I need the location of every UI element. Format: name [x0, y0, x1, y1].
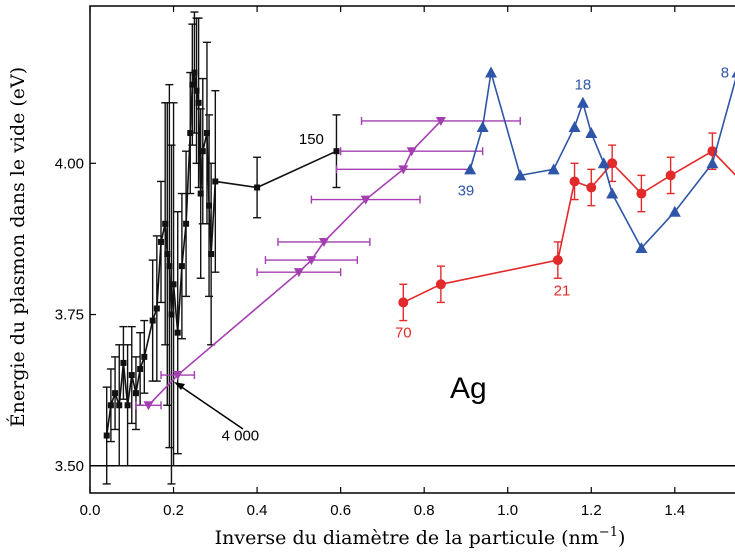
panel-label-ag: Ag	[450, 372, 487, 405]
data-point	[170, 281, 177, 288]
data-point	[143, 401, 154, 411]
data-point	[569, 176, 580, 187]
data-point	[120, 359, 127, 366]
data-point	[706, 157, 719, 169]
y-tick-label: 4.00	[55, 155, 84, 172]
data-point	[464, 163, 477, 175]
data-point	[635, 241, 648, 253]
data-point	[103, 432, 110, 439]
point-annotation: 21	[554, 282, 571, 299]
data-point	[514, 169, 527, 181]
data-point	[552, 255, 563, 266]
data-point	[485, 66, 498, 78]
data-point	[665, 170, 676, 181]
x-axis-title: Inverse du diamètre de la particule (nm−…	[215, 525, 626, 549]
blue-triangles-series	[464, 66, 735, 253]
data-point	[189, 81, 196, 88]
data-point	[398, 165, 409, 175]
x-tick-label: 0.8	[414, 502, 435, 519]
y-tick-label: 3.50	[55, 458, 84, 475]
plot-frame	[89, 5, 735, 494]
data-point	[107, 402, 114, 409]
data-point	[586, 182, 597, 193]
data-point	[112, 390, 119, 397]
data-point	[172, 371, 183, 381]
data-point	[597, 157, 610, 169]
x-tick-label: 0.0	[80, 502, 101, 519]
series-line	[105, 72, 337, 436]
data-point	[164, 251, 171, 258]
data-point	[731, 71, 735, 78]
data-point	[199, 148, 206, 155]
data-point	[206, 202, 213, 209]
series-line	[469, 72, 735, 250]
data-point	[547, 163, 560, 175]
x-tick-label: 1.2	[581, 502, 602, 519]
black-squares-series	[102, 11, 341, 485]
point-annotation: 70	[395, 325, 412, 342]
data-point	[187, 130, 194, 137]
data-point	[197, 190, 204, 197]
data-point	[293, 268, 304, 278]
data-point	[174, 329, 181, 336]
data-point	[398, 297, 409, 308]
y-axis-title: Énergie du plasmon dans le vide (eV)	[6, 67, 29, 427]
data-point	[158, 238, 165, 245]
data-point	[208, 251, 215, 258]
data-point	[585, 127, 598, 139]
data-point	[141, 353, 148, 360]
data-point	[254, 184, 261, 191]
data-point	[318, 237, 329, 247]
data-point	[137, 365, 144, 372]
point-annotation: 18	[575, 77, 592, 94]
data-point	[128, 372, 135, 379]
x-tick-label: 1.4	[664, 502, 685, 519]
data-point	[568, 120, 581, 132]
point-annotation: 4 000	[222, 428, 260, 445]
data-point	[203, 130, 210, 137]
data-point	[668, 205, 681, 217]
data-point	[406, 147, 417, 157]
series-line	[147, 120, 442, 406]
point-annotation: 150	[299, 131, 324, 148]
data-point	[435, 116, 446, 126]
point-annotation: 8	[721, 65, 729, 82]
y-tick-label: 3.75	[55, 307, 84, 324]
data-point	[306, 256, 317, 266]
data-point	[191, 69, 198, 76]
data-point	[116, 402, 123, 409]
data-point	[166, 263, 173, 270]
data-point	[153, 305, 160, 312]
x-tick-label: 0.2	[163, 502, 184, 519]
annotation-arrow	[174, 382, 244, 430]
data-point	[162, 220, 169, 227]
data-point	[149, 317, 156, 324]
data-point	[636, 188, 647, 199]
x-tick-label: 1.0	[497, 502, 518, 519]
data-point	[212, 178, 219, 185]
x-tick-label: 0.6	[330, 502, 351, 519]
data-point	[195, 99, 202, 106]
series-line	[402, 150, 735, 304]
data-point	[576, 96, 589, 108]
data-point	[333, 148, 340, 155]
x-tick-label: 0.4	[247, 502, 268, 519]
data-point	[360, 195, 371, 205]
data-point	[476, 120, 489, 132]
data-point	[178, 263, 185, 270]
data-point	[193, 87, 200, 94]
data-point	[132, 390, 139, 397]
data-point	[124, 402, 131, 409]
data-point	[607, 158, 618, 169]
purple-triangles-series	[135, 116, 521, 411]
red-circles-series	[398, 132, 735, 322]
point-annotation: 39	[458, 183, 475, 200]
data-point	[435, 279, 446, 290]
data-point	[168, 311, 175, 318]
data-point	[183, 220, 190, 227]
data-point	[606, 187, 619, 199]
